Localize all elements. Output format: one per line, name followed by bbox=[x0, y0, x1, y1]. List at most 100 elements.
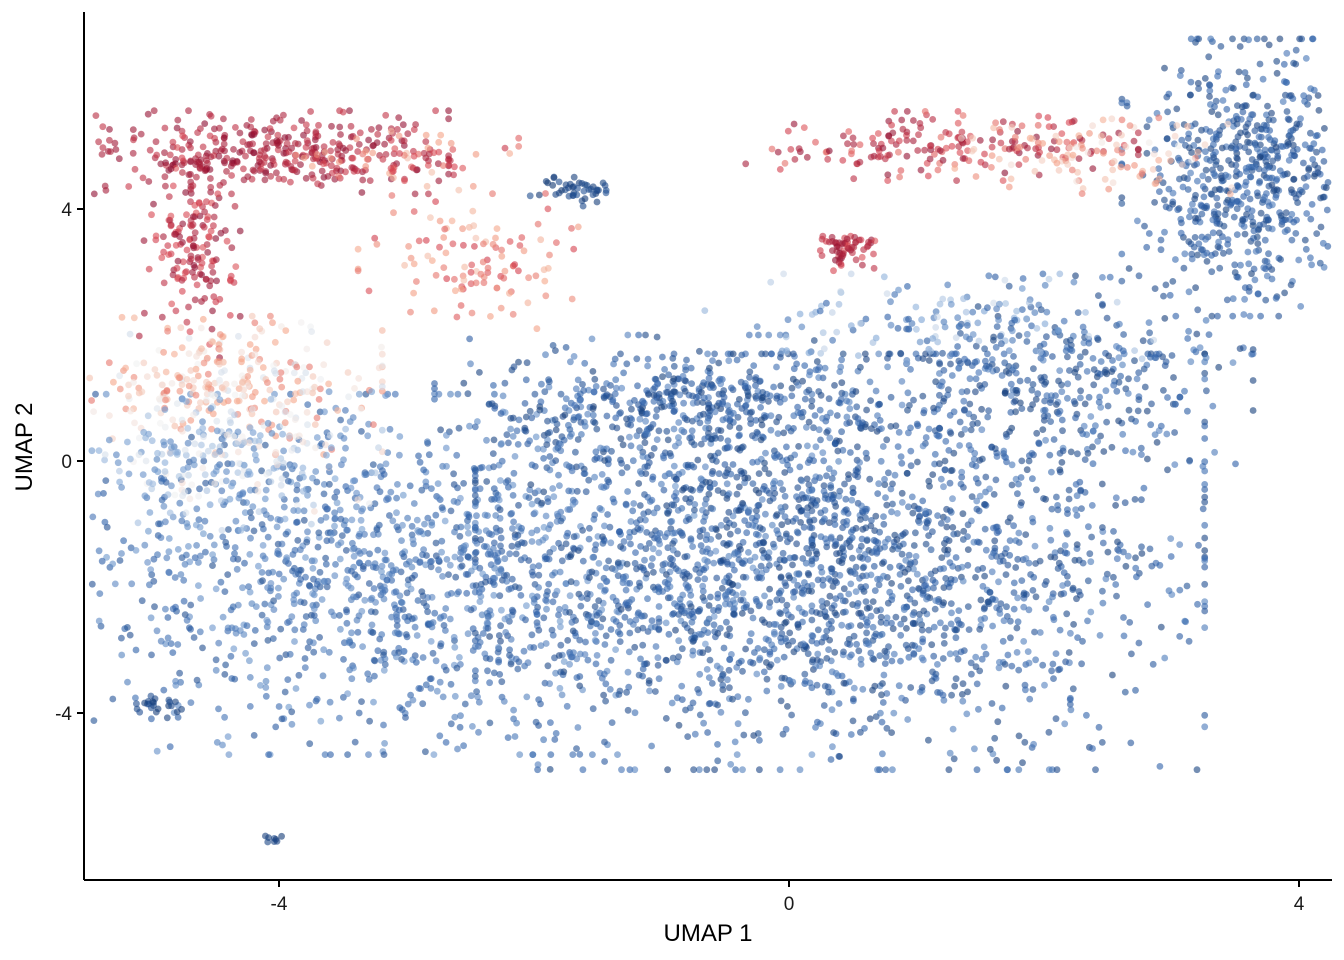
scatter-point bbox=[89, 513, 97, 521]
scatter-point bbox=[278, 715, 286, 723]
scatter-point bbox=[1138, 496, 1145, 504]
scatter-point bbox=[1173, 105, 1181, 113]
scatter-point bbox=[547, 719, 554, 726]
scatter-point bbox=[1037, 374, 1045, 381]
scatter-point bbox=[789, 561, 796, 569]
scatter-point bbox=[1245, 163, 1253, 171]
scatter-point bbox=[158, 477, 166, 485]
scatter-point bbox=[422, 748, 429, 756]
scatter-point bbox=[361, 471, 369, 479]
scatter-point bbox=[1040, 495, 1047, 502]
scatter-point bbox=[828, 617, 835, 625]
scatter-point bbox=[1232, 460, 1239, 468]
scatter-point bbox=[1015, 529, 1023, 537]
scatter-point bbox=[1113, 387, 1121, 395]
scatter-point bbox=[839, 597, 847, 605]
scatter-point bbox=[653, 406, 661, 414]
scatter-point bbox=[625, 598, 633, 606]
scatter-point bbox=[542, 640, 550, 647]
scatter-point bbox=[903, 470, 911, 477]
scatter-point bbox=[786, 677, 794, 685]
scatter-point bbox=[982, 357, 989, 365]
scatter-point bbox=[926, 482, 933, 490]
scatter-point bbox=[1156, 188, 1163, 196]
scatter-point bbox=[1269, 116, 1277, 124]
scatter-point bbox=[1193, 766, 1201, 774]
scatter-point bbox=[661, 366, 668, 373]
scatter-point bbox=[284, 477, 292, 485]
scatter-point bbox=[616, 638, 624, 645]
scatter-point bbox=[985, 272, 993, 280]
scatter-point bbox=[931, 567, 939, 575]
scatter-point bbox=[1108, 368, 1116, 375]
scatter-point bbox=[396, 592, 404, 600]
scatter-point bbox=[569, 500, 577, 508]
scatter-point bbox=[510, 469, 518, 477]
scatter-point bbox=[322, 514, 330, 521]
scatter-point bbox=[1019, 759, 1026, 767]
scatter-point bbox=[1240, 311, 1248, 318]
scatter-point bbox=[1141, 222, 1148, 230]
scatter-point bbox=[174, 714, 182, 721]
scatter-point bbox=[1206, 81, 1213, 89]
scatter-point bbox=[304, 644, 312, 652]
scatter-point bbox=[338, 532, 346, 539]
scatter-point bbox=[586, 524, 593, 532]
scatter-point bbox=[1139, 337, 1147, 345]
scatter-point bbox=[477, 536, 485, 544]
scatter-point bbox=[1214, 111, 1222, 119]
scatter-point bbox=[1062, 347, 1070, 355]
scatter-point bbox=[663, 585, 671, 592]
scatter-point bbox=[641, 439, 649, 447]
scatter-point bbox=[428, 521, 436, 529]
scatter-point bbox=[1060, 590, 1068, 597]
scatter-point bbox=[711, 408, 719, 416]
scatter-point bbox=[929, 528, 936, 536]
scatter-point bbox=[572, 448, 579, 456]
scatter-point bbox=[331, 509, 338, 517]
scatter-point bbox=[766, 663, 773, 671]
scatter-point bbox=[1120, 350, 1128, 358]
scatter-point bbox=[835, 492, 843, 500]
scatter-point bbox=[1271, 137, 1279, 145]
scatter-point bbox=[809, 542, 817, 549]
scatter-point bbox=[552, 347, 559, 354]
scatter-point bbox=[1043, 392, 1051, 400]
scatter-point bbox=[946, 507, 954, 514]
scatter-point bbox=[717, 434, 724, 442]
scatter-point bbox=[770, 484, 778, 492]
scatter-point bbox=[432, 511, 440, 519]
scatter-point bbox=[116, 557, 124, 564]
scatter-point bbox=[873, 607, 881, 615]
scatter-point bbox=[157, 534, 165, 541]
scatter-point bbox=[793, 540, 800, 548]
scatter-point bbox=[897, 620, 905, 628]
scatter-point bbox=[910, 620, 917, 628]
scatter-point bbox=[409, 536, 417, 543]
scatter-point bbox=[381, 140, 388, 148]
scatter-point bbox=[1261, 193, 1268, 201]
scatter-point bbox=[835, 557, 843, 565]
scatter-point bbox=[615, 691, 623, 698]
scatter-point bbox=[1048, 667, 1055, 675]
scatter-point bbox=[320, 646, 328, 654]
scatter-point bbox=[506, 646, 513, 654]
scatter-point bbox=[591, 511, 599, 519]
scatter-point bbox=[592, 620, 600, 627]
scatter-point bbox=[1232, 138, 1240, 146]
scatter-point bbox=[591, 375, 599, 383]
scatter-point bbox=[1302, 245, 1310, 253]
scatter-point bbox=[380, 583, 388, 591]
scatter-point bbox=[752, 530, 760, 538]
scatter-point bbox=[939, 655, 947, 662]
scatter-point bbox=[1116, 320, 1123, 328]
scatter-point bbox=[288, 720, 296, 728]
scatter-point bbox=[540, 736, 547, 744]
scatter-point bbox=[596, 505, 604, 512]
scatter-point bbox=[263, 623, 271, 631]
scatter-point bbox=[224, 624, 232, 632]
scatter-point bbox=[402, 631, 410, 638]
scatter-point bbox=[1198, 202, 1206, 210]
scatter-point bbox=[1077, 394, 1084, 402]
scatter-point bbox=[508, 366, 516, 374]
